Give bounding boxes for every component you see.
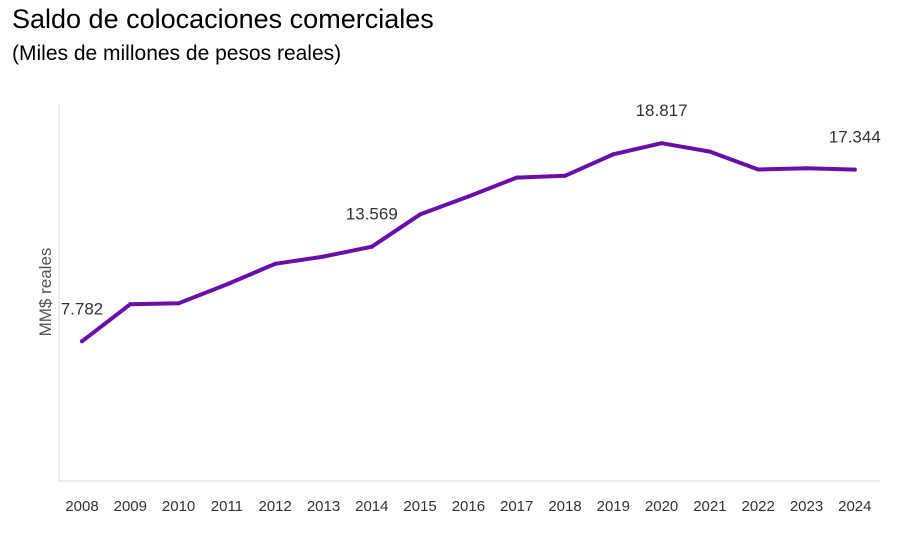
series-line-saldo (80, 141, 857, 344)
data-point-2019 (611, 152, 616, 157)
x-tick-2020: 2020 (645, 498, 678, 515)
data-label-2014: 13.569 (346, 205, 398, 224)
data-point-2017 (514, 175, 519, 180)
x-tick-2011: 2011 (211, 498, 243, 515)
data-labels: 7.782 13.569 18.817 17.344 (61, 101, 881, 318)
x-tick-2017: 2017 (500, 498, 533, 515)
x-tick-2012: 2012 (259, 498, 292, 515)
x-tick-2018: 2018 (548, 498, 581, 515)
x-tick-2009: 2009 (114, 498, 147, 515)
y-axis-label: MM$ reales (36, 248, 55, 337)
data-point-2009 (128, 302, 133, 307)
x-tick-2022: 2022 (742, 498, 775, 515)
x-tick-2014: 2014 (355, 498, 388, 515)
x-tick-2024: 2024 (838, 498, 871, 515)
data-point-2023 (804, 166, 809, 171)
data-point-2010 (176, 301, 181, 306)
x-tick-2016: 2016 (452, 498, 485, 515)
data-point-2013 (321, 254, 326, 259)
data-point-2022 (756, 167, 761, 172)
series-points (80, 141, 857, 344)
data-point-2011 (224, 282, 229, 287)
chart-subtitle: (Miles de millones de pesos reales) (12, 42, 342, 65)
data-point-2024 (852, 167, 857, 172)
x-tick-2010: 2010 (162, 498, 195, 515)
data-point-2014 (369, 244, 374, 249)
data-point-2021 (707, 149, 712, 154)
chart-title: Saldo de colocaciones comerciales (12, 4, 434, 34)
data-label-2008: 7.782 (61, 299, 104, 318)
data-point-2018 (563, 173, 567, 178)
data-point-2008 (80, 339, 84, 344)
data-label-2020: 18.817 (636, 101, 688, 120)
data-point-2020 (659, 141, 664, 146)
x-tick-2013: 2013 (307, 498, 340, 515)
data-point-2012 (273, 261, 278, 266)
x-tick-2021: 2021 (693, 498, 726, 515)
x-tick-2008: 2008 (65, 498, 98, 515)
data-point-2015 (418, 212, 423, 217)
x-tick-labels: 2008 2009 2010 2011 2012 2013 2014 2015 2016 2017… (65, 498, 871, 515)
x-tick-2023: 2023 (790, 498, 823, 515)
data-point-2016 (466, 194, 471, 199)
x-tick-2015: 2015 (403, 498, 436, 515)
data-label-2024: 17.344 (829, 128, 881, 147)
x-tick-2019: 2019 (597, 498, 630, 515)
